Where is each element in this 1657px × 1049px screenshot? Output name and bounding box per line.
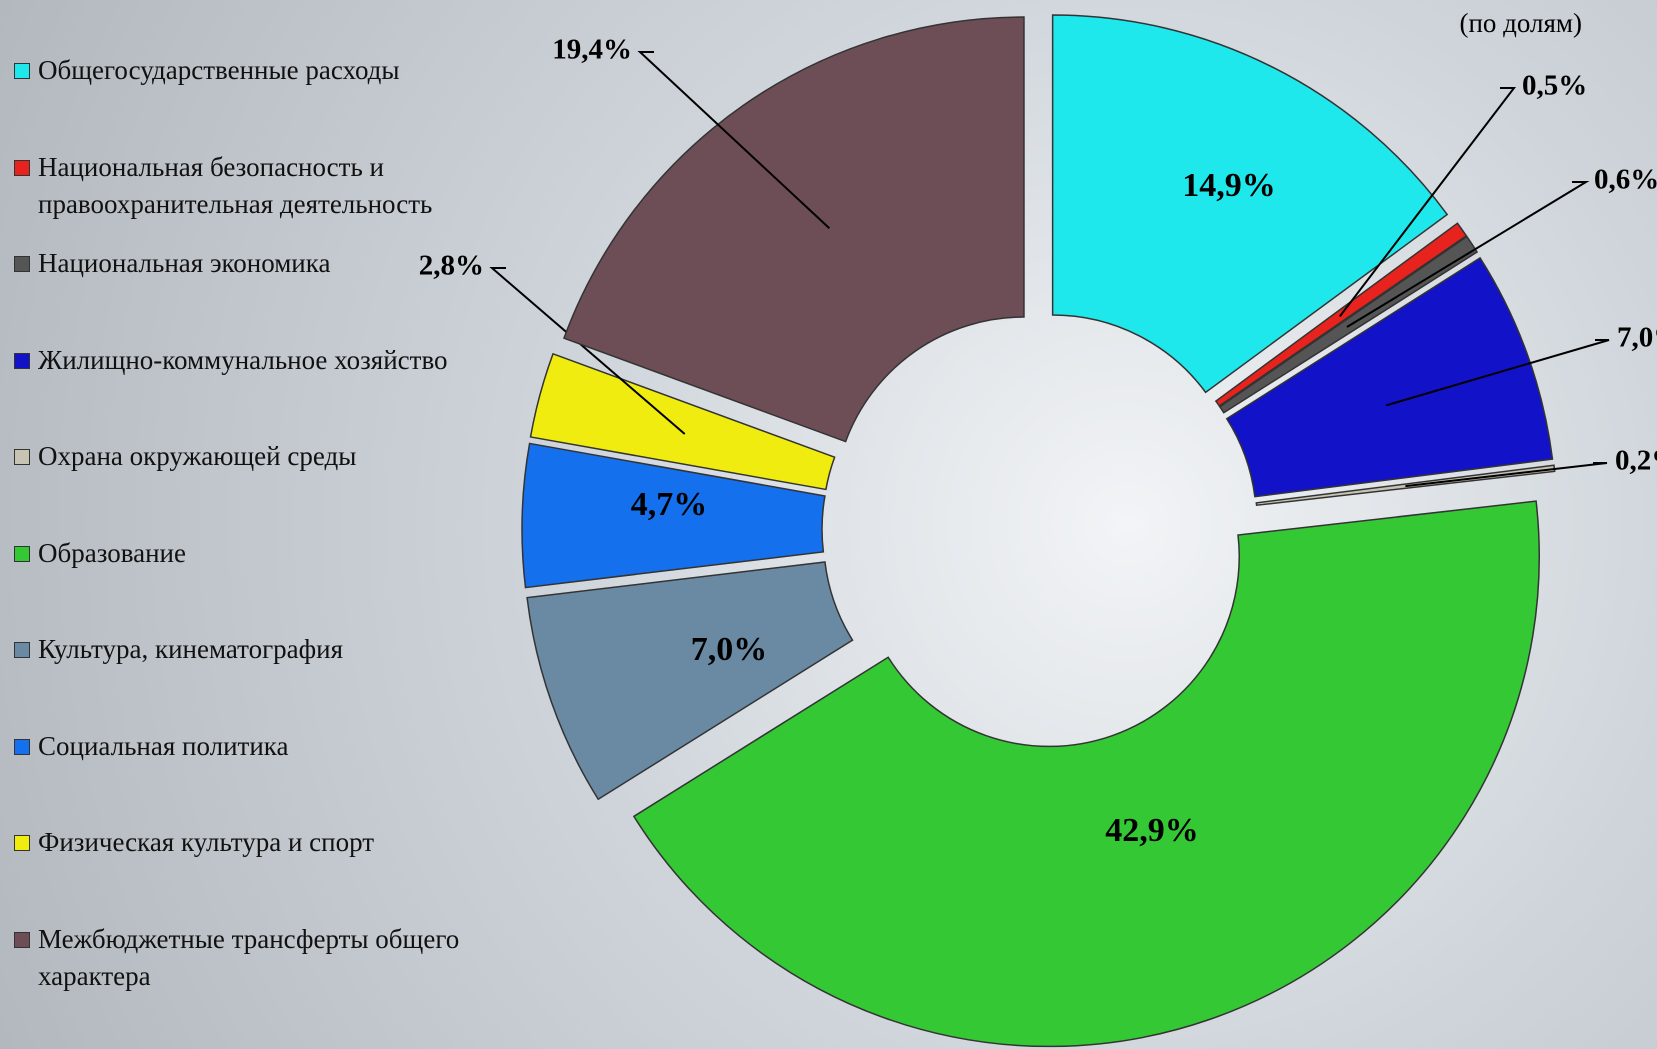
donut-slice (1218, 235, 1479, 414)
data-label: 2,8% (419, 250, 484, 282)
leader-line (1346, 181, 1590, 328)
donut-slice (526, 561, 854, 801)
data-label: 0,2% (1615, 445, 1657, 477)
legend-item: Культура, кинематография (14, 631, 524, 668)
leader-line (1405, 462, 1608, 488)
data-label: 14,9% (1182, 167, 1276, 204)
donut-slice (1051, 14, 1449, 394)
legend-label: Образование (38, 537, 186, 568)
legend-swatch (14, 545, 30, 562)
legend-item: Национальная безопасность и правоохранит… (14, 149, 524, 223)
legend-item: Социальная политика (14, 728, 524, 765)
legend-item: Общегосударственные расходы (14, 52, 524, 89)
data-label: 7,0% (691, 631, 768, 668)
donut-slice (632, 500, 1540, 1048)
legend-label: Социальная политика (38, 730, 289, 761)
donut-slice (563, 16, 1025, 443)
leader-line (1385, 339, 1610, 407)
legend-item: Физическая культура и спорт (14, 824, 524, 861)
legend-item: Охрана окружающей среды (14, 438, 524, 475)
legend-label: Национальная безопасность и правоохранит… (38, 151, 433, 219)
legend-label: Национальная экономика (38, 248, 331, 278)
legend-item: Межбюджетные трансферты общего характера (14, 921, 524, 995)
legend-swatch (14, 352, 30, 369)
donut-slice (1225, 256, 1554, 498)
leader-line (489, 267, 686, 435)
legend-swatch (14, 931, 30, 948)
donut-slice (521, 442, 826, 589)
legend-label: Межбюджетные трансферты общего характера (38, 923, 460, 991)
legend-item: Жилищно-коммунальное хозяйство (14, 342, 524, 379)
data-label: 4,7% (631, 486, 708, 523)
data-label: 7,0% (1617, 322, 1657, 354)
legend-label: Жилищно-коммунальное хозяйство (38, 344, 448, 375)
legend-label: Культура, кинематография (38, 634, 344, 664)
legend-swatch (14, 256, 30, 272)
legend-item: Национальная экономика (14, 245, 524, 282)
legend-swatch (14, 449, 30, 465)
data-label: 0,6% (1594, 164, 1657, 196)
data-label: 42,9% (1105, 812, 1199, 849)
donut-slice (529, 352, 836, 491)
leader-line (637, 51, 831, 229)
legend-swatch (14, 159, 30, 176)
leader-line (1338, 87, 1517, 318)
legend-item: Образование (14, 535, 524, 572)
legend-swatch (14, 738, 30, 755)
data-label: 19,4% (552, 34, 632, 66)
data-label: 0,5% (1522, 70, 1587, 102)
legend-swatch (14, 835, 30, 851)
subtitle: (по долям) (1459, 8, 1582, 38)
legend-label: Общегосударственные расходы (38, 55, 400, 85)
legend-swatch (14, 642, 30, 658)
legend-swatch (14, 63, 30, 79)
legend-label: Охрана окружающей среды (38, 441, 357, 471)
legend-label: Физическая культура и спорт (38, 827, 375, 857)
